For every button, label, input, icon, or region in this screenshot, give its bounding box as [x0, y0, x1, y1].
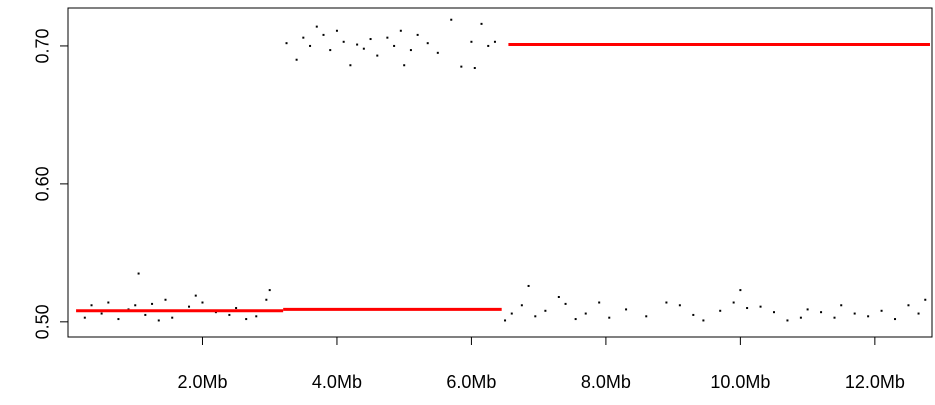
- point: [295, 58, 298, 61]
- point: [608, 316, 611, 319]
- point: [137, 272, 140, 275]
- point: [403, 64, 406, 67]
- point: [376, 54, 379, 57]
- point: [90, 304, 93, 307]
- point: [917, 312, 920, 315]
- point: [460, 65, 463, 68]
- x-tick-label: 6.0Mb: [446, 372, 496, 392]
- point: [574, 318, 577, 321]
- x-tick-label: 2.0Mb: [177, 372, 227, 392]
- point: [480, 22, 483, 25]
- point: [164, 298, 167, 301]
- point: [692, 313, 695, 316]
- point: [450, 18, 453, 21]
- point: [134, 304, 137, 307]
- point: [473, 67, 476, 70]
- point: [772, 311, 775, 314]
- point: [151, 302, 154, 305]
- point: [201, 301, 204, 304]
- x-tick-label: 4.0Mb: [312, 372, 362, 392]
- x-tick-label: 12.0Mb: [845, 372, 905, 392]
- point: [107, 301, 110, 304]
- point: [564, 302, 567, 305]
- point: [534, 315, 537, 318]
- point: [329, 49, 332, 52]
- point: [470, 40, 473, 43]
- point: [665, 301, 668, 304]
- point: [487, 44, 490, 47]
- point: [144, 313, 147, 316]
- point: [820, 311, 823, 314]
- point: [409, 49, 412, 52]
- point: [436, 51, 439, 54]
- point: [520, 304, 523, 307]
- point: [362, 47, 365, 50]
- point: [786, 319, 789, 322]
- point: [386, 36, 389, 39]
- point: [265, 298, 268, 301]
- point: [322, 33, 325, 36]
- point: [426, 42, 429, 45]
- point: [245, 318, 248, 321]
- point: [309, 44, 312, 47]
- y-tick-label: 0.70: [33, 28, 53, 63]
- point: [315, 25, 318, 28]
- point: [83, 316, 86, 319]
- point: [188, 305, 191, 308]
- point: [557, 295, 560, 298]
- point: [416, 33, 419, 36]
- point: [255, 315, 258, 318]
- point: [544, 309, 547, 312]
- plot-frame: [67, 7, 933, 338]
- x-tick-label: 8.0Mb: [581, 372, 631, 392]
- point: [335, 29, 338, 32]
- point: [100, 312, 103, 315]
- point: [117, 318, 120, 321]
- point: [157, 319, 160, 322]
- point: [369, 38, 372, 41]
- point: [867, 315, 870, 318]
- point: [924, 298, 927, 301]
- point: [510, 312, 513, 315]
- point: [840, 304, 843, 307]
- point: [833, 316, 836, 319]
- point: [702, 319, 705, 322]
- point: [399, 29, 402, 32]
- point: [235, 307, 238, 310]
- point: [759, 305, 762, 308]
- point: [171, 316, 174, 319]
- y-tick-label: 0.50: [33, 304, 53, 339]
- point: [719, 309, 722, 312]
- point: [799, 316, 802, 319]
- point: [342, 40, 345, 43]
- point: [228, 313, 231, 316]
- point: [894, 318, 897, 321]
- point: [349, 64, 352, 67]
- point: [678, 304, 681, 307]
- point: [598, 301, 601, 304]
- point: [356, 43, 359, 46]
- point: [806, 308, 809, 311]
- point: [493, 40, 496, 43]
- point: [194, 294, 197, 297]
- y-tick-label: 0.60: [33, 166, 53, 201]
- point: [645, 315, 648, 318]
- point: [732, 301, 735, 304]
- point: [584, 312, 587, 315]
- point: [907, 304, 910, 307]
- point: [268, 289, 271, 292]
- point: [302, 36, 305, 39]
- x-tick-label: 10.0Mb: [710, 372, 770, 392]
- point: [527, 284, 530, 287]
- point: [739, 289, 742, 292]
- point: [853, 312, 856, 315]
- point: [625, 308, 628, 311]
- point: [285, 42, 288, 45]
- point: [746, 307, 749, 310]
- point: [880, 309, 883, 312]
- point: [393, 44, 396, 47]
- point: [504, 319, 507, 322]
